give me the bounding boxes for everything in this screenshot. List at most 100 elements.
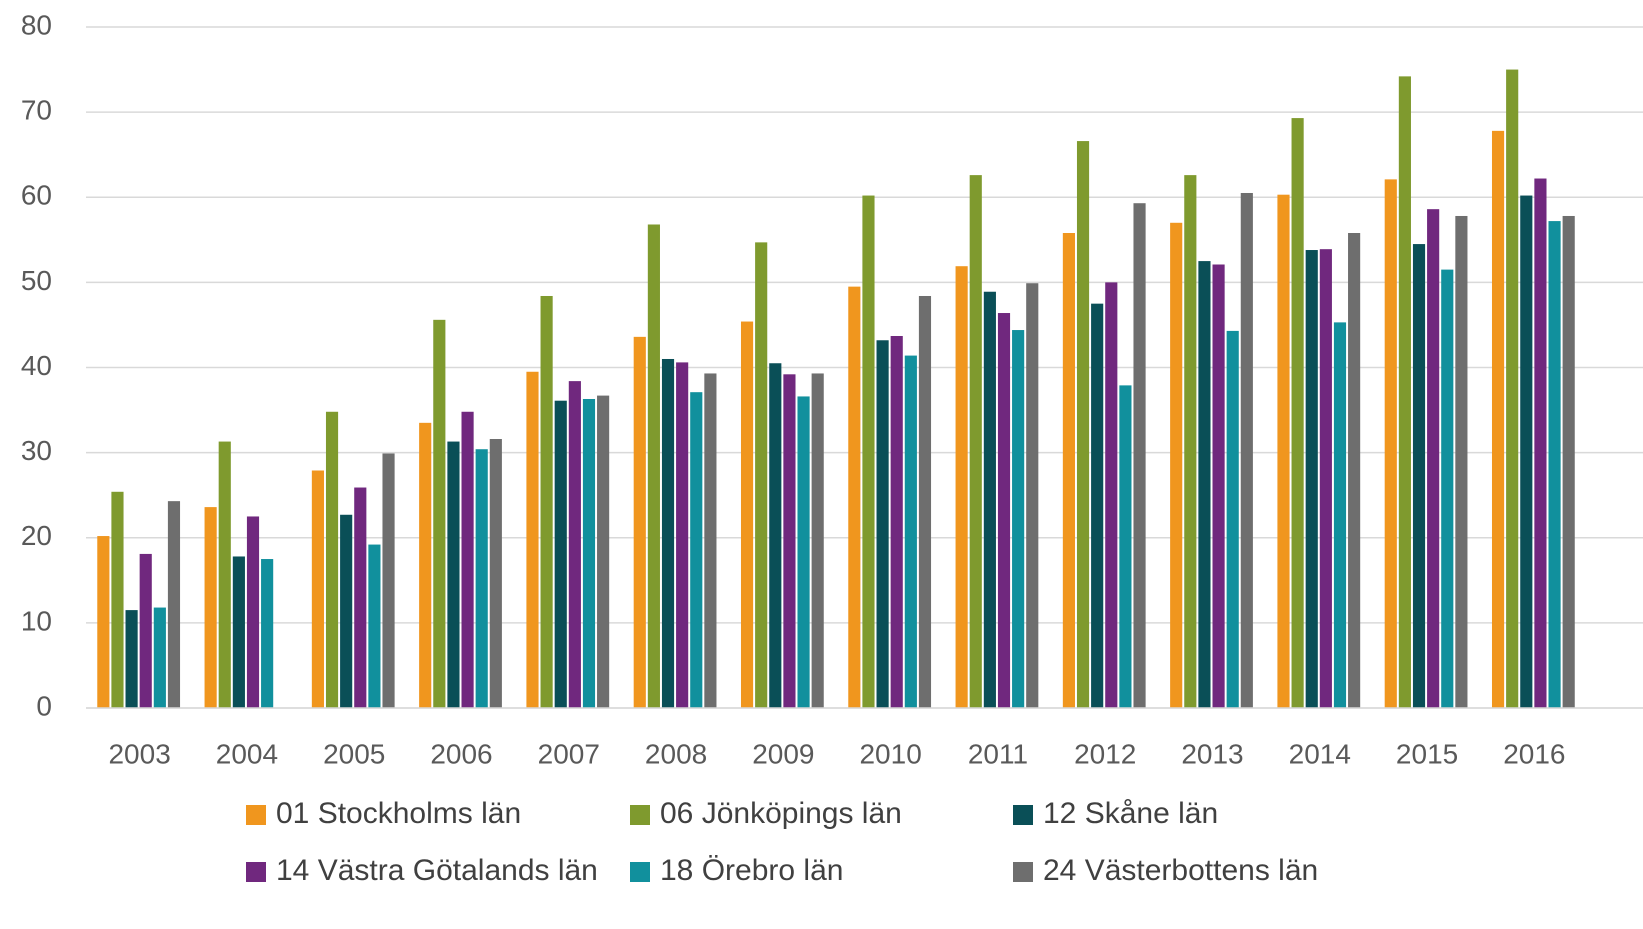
bar [489, 439, 502, 708]
bar [311, 470, 324, 708]
legend-label: 01 Stockholms län [276, 797, 521, 830]
bar [740, 321, 754, 708]
bar [1212, 264, 1225, 708]
bar [1441, 269, 1454, 708]
bar [848, 286, 861, 708]
bar [1012, 330, 1025, 708]
legend-label: 06 Jönköpings län [660, 797, 902, 830]
bar [1348, 233, 1361, 708]
legend-label: 24 Västerbottens län [1043, 854, 1318, 887]
bar [475, 449, 488, 708]
bar [447, 441, 460, 708]
bar [1427, 209, 1440, 709]
legend-swatch [630, 805, 650, 825]
bar [647, 224, 660, 709]
bar [676, 362, 689, 708]
bar [811, 373, 824, 708]
bar [218, 441, 231, 708]
bar [204, 507, 217, 708]
x-tick-label: 2011 [968, 738, 1028, 769]
y-tick-label: 0 [36, 690, 52, 721]
x-tick-label: 2008 [645, 738, 707, 769]
bar [876, 340, 889, 708]
bar [111, 491, 124, 708]
bar [661, 358, 675, 708]
bar [755, 242, 768, 708]
y-tick-label: 80 [21, 9, 52, 40]
y-tick-label: 30 [21, 435, 52, 466]
bar [1291, 118, 1304, 709]
bar [97, 536, 110, 708]
legend-label: 14 Västra Götalands län [276, 854, 598, 887]
bar [1133, 203, 1146, 709]
bar [582, 398, 596, 708]
bar [125, 610, 138, 708]
bar [890, 336, 903, 708]
x-tick-label: 2014 [1289, 738, 1351, 769]
bar [1384, 179, 1397, 708]
bar [1170, 222, 1183, 708]
y-tick-label: 40 [21, 350, 52, 381]
bar [862, 195, 875, 709]
y-tick-label: 10 [21, 605, 52, 636]
bar [1105, 282, 1118, 708]
bar [568, 381, 581, 708]
bar [433, 319, 446, 708]
bar [769, 363, 782, 708]
x-tick-label: 2007 [538, 738, 600, 769]
bar [983, 291, 996, 708]
legend-label: 18 Örebro län [660, 854, 843, 887]
bar [1333, 322, 1347, 708]
bar [540, 295, 553, 708]
bar [232, 556, 245, 708]
bar [526, 371, 539, 708]
bar [1548, 221, 1561, 708]
bar [704, 373, 717, 708]
bar [1412, 244, 1426, 708]
bar [783, 374, 796, 708]
bar [368, 544, 381, 708]
bar [554, 400, 567, 708]
bar [167, 501, 181, 708]
y-tick-label: 20 [21, 520, 52, 551]
y-tick-label: 70 [21, 95, 52, 126]
x-tick-label: 2004 [216, 738, 278, 769]
bar [1091, 303, 1104, 708]
bar [419, 422, 432, 708]
bar [1076, 141, 1090, 708]
bar [1305, 250, 1318, 708]
bar [354, 487, 367, 708]
x-tick-label: 2003 [108, 738, 170, 769]
bar [1455, 215, 1468, 709]
bar [340, 514, 353, 708]
bar [1240, 192, 1253, 708]
x-tick-label: 2009 [752, 738, 814, 769]
x-tick-label: 2013 [1181, 738, 1243, 769]
bar [153, 607, 166, 708]
bar [918, 295, 932, 708]
legend-swatch [1013, 862, 1033, 882]
x-tick-label: 2012 [1074, 738, 1136, 769]
bar [325, 411, 339, 708]
bar [1184, 175, 1197, 708]
x-tick-label: 2006 [430, 738, 492, 769]
bar [1534, 178, 1547, 708]
bar [1198, 261, 1211, 708]
bar [1062, 233, 1075, 708]
bar [1277, 194, 1290, 709]
legend-swatch [630, 862, 650, 882]
bar [1119, 385, 1132, 708]
bar [1562, 215, 1575, 709]
bar [246, 516, 260, 708]
x-tick-label: 2010 [859, 738, 921, 769]
bar [1026, 283, 1039, 708]
bar [797, 396, 810, 708]
legend-label: 12 Skåne län [1043, 797, 1218, 830]
bar [997, 313, 1011, 708]
bar [139, 553, 152, 708]
bar [904, 355, 917, 708]
bar [597, 395, 610, 708]
bar [969, 175, 982, 708]
bar [1226, 330, 1239, 708]
x-tick-label: 2005 [323, 738, 385, 769]
